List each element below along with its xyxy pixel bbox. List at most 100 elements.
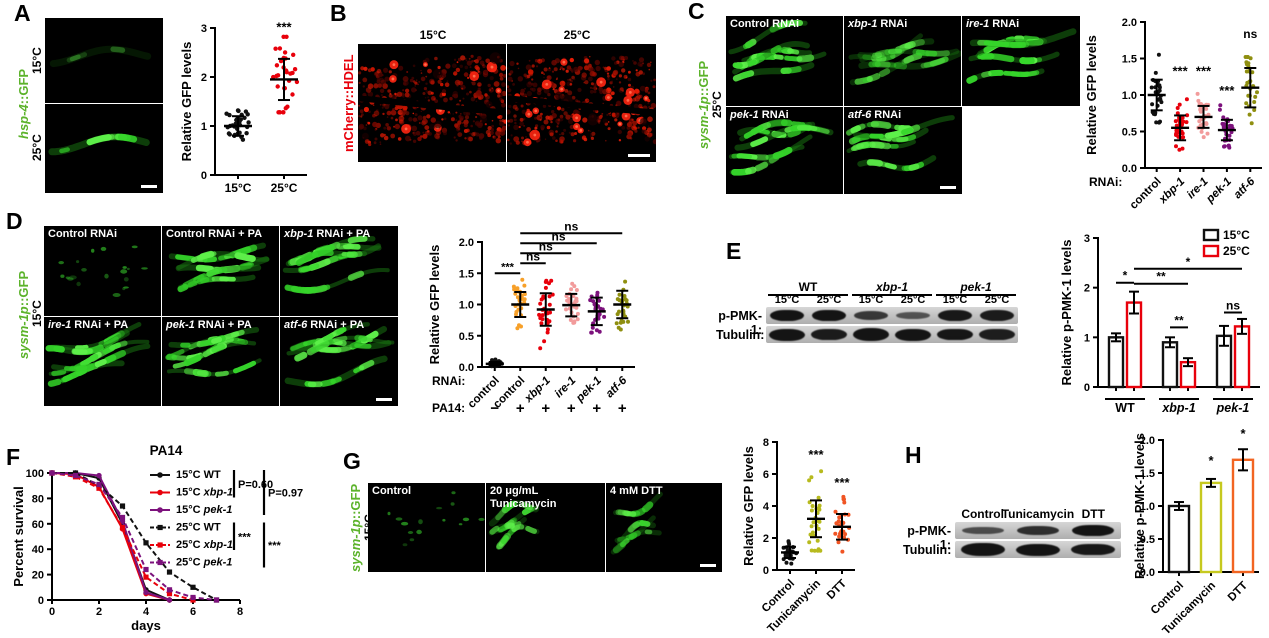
svg-text:**: ** <box>1174 313 1184 327</box>
svg-text:0.5: 0.5 <box>459 331 474 343</box>
svg-text:PA14:: PA14: <box>432 401 465 415</box>
svg-text:8: 8 <box>763 437 769 449</box>
svg-text:DTT: DTT <box>825 578 849 602</box>
svg-text:100: 100 <box>26 468 44 480</box>
micrograph-control-rnai: Control RNAi <box>726 16 843 106</box>
svg-text:1: 1 <box>1084 332 1090 344</box>
micrograph-hsp4-25c <box>45 104 163 193</box>
blot-group-label: WT <box>768 280 848 297</box>
blot-band <box>895 328 931 341</box>
svg-text:xbp-1: xbp-1 <box>1161 401 1195 415</box>
svg-text:15°C: 15°C <box>1223 228 1250 242</box>
svg-text:+: + <box>592 400 601 417</box>
blot-band <box>812 309 846 322</box>
panel-a-chart: 0 1 2 3 Relative GFP levels 15°C *** 25°C <box>179 6 320 206</box>
panel-h-western-blot: Control Tunicamycin DTT p-PMK-1: Tubulin: <box>903 507 1121 561</box>
blot-band <box>980 310 1014 321</box>
fluorescence-image <box>844 16 961 106</box>
micrograph-d-control: Control RNAi <box>44 226 161 316</box>
fluorescence-image <box>726 16 843 106</box>
panel-c-temp-label: 25°C <box>710 91 724 119</box>
blot-row-label: p-PMK-1: <box>718 309 762 337</box>
blot-band <box>960 543 1005 556</box>
svg-text:***: *** <box>1196 63 1212 78</box>
blot-band <box>854 311 888 320</box>
svg-text:atf-6: atf-6 <box>1232 175 1258 201</box>
blot-band <box>1071 543 1116 556</box>
svg-text:0: 0 <box>201 170 207 182</box>
svg-text:3: 3 <box>201 23 207 35</box>
fluorescence-image <box>606 483 722 572</box>
svg-text:20: 20 <box>32 570 44 582</box>
micrograph-label: 4 mM DTT <box>610 485 663 497</box>
svg-text:1.0: 1.0 <box>459 300 474 312</box>
panel-b-temp-15-label: 15°C <box>419 28 447 42</box>
micrograph-label: atf-6 RNAi + PA <box>284 319 365 331</box>
micrograph-label: Control RNAi <box>730 18 800 30</box>
svg-text:ns: ns <box>564 219 578 233</box>
svg-text:***: *** <box>276 19 292 34</box>
svg-text:2: 2 <box>763 533 769 545</box>
svg-text:RNAi:: RNAi: <box>432 374 465 388</box>
fluorescence-image <box>45 18 163 103</box>
panel-h-chart: 0.0 0.5 1.0 1.5 2.0 Relative p-PMK-1 levels Co… <box>1132 426 1269 638</box>
blot-band <box>770 310 804 321</box>
blot-row-label: p-PMK-1: <box>907 524 951 552</box>
micrograph-xbp1-rnai: xbp-1 RNAi <box>844 16 961 106</box>
micrograph-g-control: Control <box>368 483 485 572</box>
micrograph-label: atf-6 RNAi <box>848 109 902 121</box>
blot-group-label: xbp-1 <box>852 280 932 297</box>
panel-f-label: F <box>6 444 21 470</box>
blot-band <box>896 312 930 319</box>
blot-lane-label: Control <box>961 507 1004 521</box>
blot-row-label: Tubulin: <box>716 328 765 342</box>
blot-band <box>1015 543 1060 556</box>
fluorescence-image <box>44 226 161 316</box>
scale-bar <box>628 154 650 157</box>
svg-text:***: *** <box>238 531 252 543</box>
fluorescence-image <box>726 107 843 194</box>
svg-text:1.5: 1.5 <box>1122 54 1137 66</box>
fluorescence-image <box>507 44 656 162</box>
blot-band <box>1072 524 1115 537</box>
svg-text:PA14: PA14 <box>150 443 183 458</box>
micrograph-d-xbp1-pa: xbp-1 RNAi + PA <box>280 226 398 316</box>
svg-text:0.0: 0.0 <box>1140 567 1155 579</box>
fluorescence-image <box>486 483 605 572</box>
micrograph-label: ire-1 RNAi + PA <box>48 319 129 331</box>
svg-text:60: 60 <box>32 519 44 531</box>
svg-text:***: *** <box>808 447 824 462</box>
svg-text:15°C pek-1: 15°C pek-1 <box>176 504 232 516</box>
svg-text:DTT: DTT <box>1226 580 1250 604</box>
blot-band <box>938 310 972 321</box>
micrograph-d-control-pa: Control RNAi + PA <box>162 226 279 316</box>
svg-text:Relative GFP levels: Relative GFP levels <box>179 42 194 162</box>
blot-band <box>853 328 889 341</box>
panel-a-reporter-label: hsp-4::GFP <box>16 68 31 140</box>
micrograph-label: 20 μg/mL Tunicamycin <box>490 485 557 510</box>
svg-text:Relative p-PMK-1 levels: Relative p-PMK-1 levels <box>1132 433 1147 579</box>
svg-text:0.0: 0.0 <box>1122 163 1137 175</box>
svg-text:0.5: 0.5 <box>1122 127 1137 139</box>
pmk1-bar-e: 0 1 2 3 Relative p-PMK-1 levels WT xbp-1 pek-1 *… <box>1059 228 1260 415</box>
blot-lane-temp: 15°C <box>942 294 968 306</box>
svg-text:4: 4 <box>763 501 770 513</box>
micrograph-g-tunicamycin: 20 μg/mL Tunicamycin <box>486 483 605 572</box>
micrograph-g-dtt: 4 mM DTT <box>606 483 722 572</box>
svg-text:25°C: 25°C <box>271 181 298 195</box>
panel-d-chart: 0.0 0.5 1.0 1.5 2.0 Relative GFP levels contro… <box>427 210 704 440</box>
svg-text:***: *** <box>501 261 515 273</box>
svg-text:ns: ns <box>1243 27 1257 41</box>
micrograph-mcherry-15c <box>358 44 506 162</box>
svg-text:Relative GFP levels: Relative GFP levels <box>427 245 442 365</box>
svg-text:+: + <box>618 400 627 417</box>
svg-text:2: 2 <box>1084 283 1090 295</box>
blot-lane-label: DTT <box>1081 507 1105 521</box>
svg-text:*: * <box>1240 426 1246 441</box>
svg-text:0.0: 0.0 <box>459 362 474 374</box>
blot-lane-temp: 15°C <box>858 294 884 306</box>
